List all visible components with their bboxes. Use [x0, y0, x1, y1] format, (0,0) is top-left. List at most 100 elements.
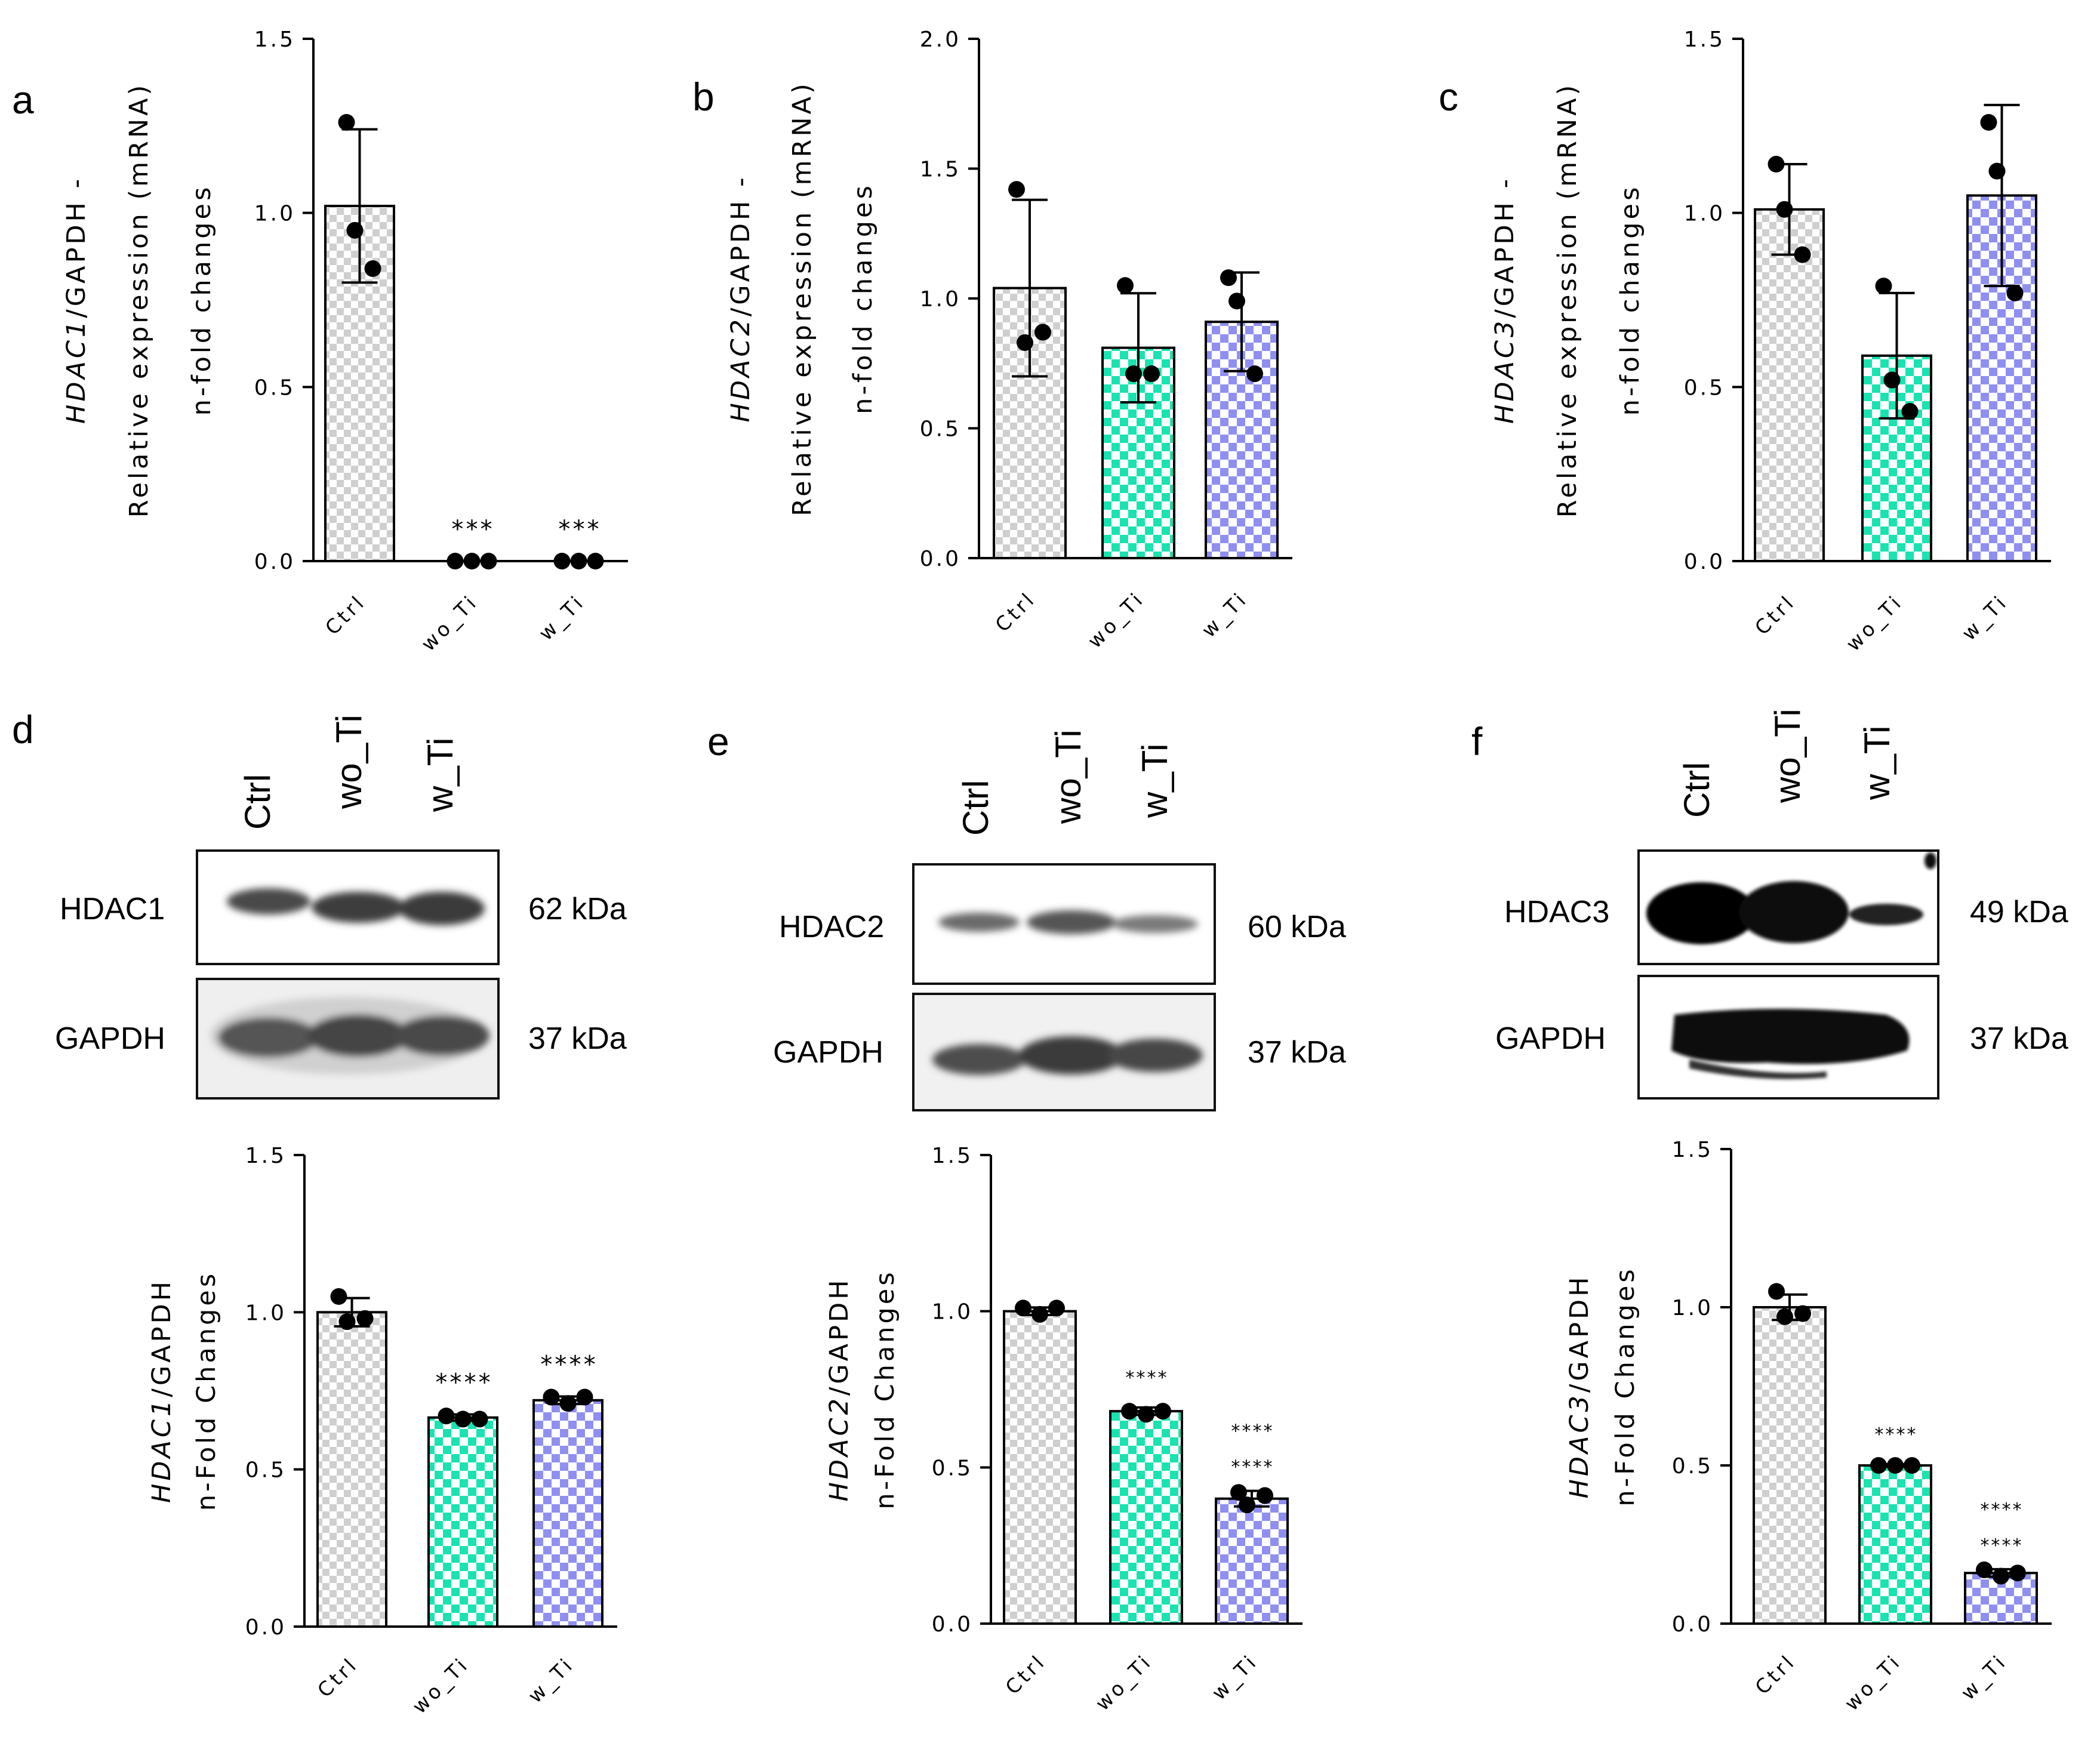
x-tick-label: w_Ti [1957, 590, 2012, 645]
chart-b-hdac2-mrna: 0.0 0.5 1.0 1.5 2.0 HDAC2/GAPDH - Relative exp… [726, 27, 1292, 652]
panel-letter-c: c [1439, 75, 1458, 119]
y-axis-label-gene: HDAC2/GAPDH [824, 1277, 854, 1502]
panel-letter-e: e [707, 719, 729, 763]
bar-wo-ti [1858, 1464, 1932, 1625]
data-point [1887, 1457, 1904, 1474]
x-tick-label: Ctrl [313, 1652, 362, 1702]
chart-a-hdac1-mrna: 0.0 0.5 1.0 1.5 HDAC1/GAPDH - Relative expres… [61, 27, 628, 655]
data-point [2009, 1565, 2026, 1582]
x-tick-label: w_Ti [524, 1652, 578, 1707]
blot-f-loading-bands [1671, 1009, 1910, 1079]
blot-f-target-name: HDAC3 [1504, 895, 1609, 929]
y-axis-label-line2: n-Fold Changes [1611, 1266, 1640, 1506]
y-tick-label: 1.5 [1672, 1138, 1713, 1162]
bar-ctrl [1754, 208, 1825, 563]
data-point [570, 553, 587, 569]
blot-f-target-bands [1646, 852, 1936, 944]
data-point [1776, 1308, 1793, 1325]
blot-e-loading-name: GAPDH [773, 1035, 883, 1070]
significance-label: **** [1230, 1421, 1273, 1442]
panel-letter-b: b [692, 75, 715, 119]
y-tick-label: 1.5 [920, 158, 961, 182]
significance-label-red: **** [1230, 1457, 1273, 1478]
data-point [1034, 324, 1051, 341]
blot-f-loading-kda: 37 kDa [1970, 1021, 2068, 1056]
blot-e-target-kda: 60 kDa [1248, 910, 1346, 944]
x-tick-label: wo_Ti [1083, 587, 1148, 652]
data-point [1015, 1299, 1031, 1317]
data-point [1117, 277, 1134, 294]
data-point [1794, 246, 1811, 263]
data-point [587, 553, 604, 569]
data-point [1976, 1561, 1993, 1578]
data-point [1870, 1457, 1887, 1474]
y-tick-label: 1.0 [1684, 202, 1725, 226]
data-point [364, 260, 381, 277]
bar-ctrl [1753, 1306, 1827, 1625]
x-tick-label: Ctrl [1750, 1649, 1800, 1699]
data-point [1768, 1283, 1785, 1300]
significance-label: **** [434, 1369, 491, 1397]
data-point [553, 553, 571, 569]
blot-d-target-name: HDAC1 [60, 892, 165, 926]
y-tick-label: 0.5 [920, 417, 961, 442]
data-point [1239, 1496, 1255, 1514]
y-axis-label-line2: Relative expression (mRNA) [124, 82, 154, 518]
blot-d-lane-ctrl: Ctrl [238, 774, 278, 830]
data-point [1048, 1299, 1065, 1317]
bar-ctrl [1003, 1310, 1077, 1625]
blot-e-target-name: HDAC2 [779, 910, 884, 944]
blot-e-lane-ctrl: Ctrl [956, 780, 996, 836]
blot-e-lane-wo-ti: wo_Ti [1048, 729, 1088, 824]
data-point [559, 1395, 577, 1412]
bar-ctrl [316, 1311, 387, 1628]
data-point [1246, 365, 1263, 383]
y-tick-label: 0.0 [1672, 1612, 1713, 1637]
y-tick-label: 0.5 [1684, 375, 1725, 400]
data-point [1228, 292, 1245, 310]
x-tick-label: Ctrl [1000, 1649, 1050, 1699]
y-tick-label: 0.5 [245, 1458, 287, 1483]
y-tick-label: 0.5 [932, 1456, 973, 1480]
blot-d-target-kda: 62 kDa [528, 892, 627, 926]
bar-wo-ti [427, 1416, 498, 1628]
data-point [543, 1388, 560, 1406]
y-tick-label: 0.5 [1672, 1454, 1713, 1479]
blot-e-loading-bands [932, 1036, 1203, 1075]
data-point [1988, 162, 2006, 180]
data-point [1220, 269, 1237, 287]
x-tick-label: wo_Ti [408, 1652, 473, 1718]
y-tick-label: 1.5 [254, 27, 295, 52]
blot-f-lane-w-ti: w_Ti [1857, 726, 1897, 800]
blot-d-loading-kda: 37 kDa [528, 1021, 627, 1056]
bar-w-ti [1215, 1497, 1289, 1625]
y-tick-label: 2.0 [920, 27, 961, 52]
y-axis-label-gene: HDAC1/GAPDH [147, 1279, 177, 1503]
data-point [1008, 181, 1025, 198]
data-point [1154, 1403, 1171, 1420]
chart-c-hdac3-mrna: 0.0 0.5 1.0 1.5 HDAC3/GAPDH - Relative expres… [1490, 27, 2051, 655]
significance-label: **** [1979, 1499, 2022, 1520]
data-point [330, 1288, 347, 1305]
y-tick-label: 0.0 [920, 547, 961, 571]
blot-d: Ctrl wo_Ti w_Ti HDAC1 62 kDa GAPDH 37 kD… [55, 715, 627, 1100]
x-tick-label: wo_Ti [1842, 590, 1907, 655]
y-axis-label-gene: HDAC1/GAPDH - [61, 176, 91, 424]
blot-f: Ctrl wo_Ti w_Ti HDAC3 49 kDa GAPDH 37 kD… [1495, 709, 2068, 1100]
data-point [1883, 371, 1901, 389]
significance-label: **** [1125, 1368, 1168, 1388]
y-tick-label: 0.0 [1684, 550, 1725, 574]
panel-letter-f: f [1471, 719, 1483, 763]
x-tick-label: wo_Ti [1840, 1649, 1905, 1715]
data-point [1143, 365, 1160, 383]
chart-e-hdac2-protein: 0.0 0.5 1.0 1.5 HDAC2/GAPDH n-Fold Changes Ctr… [824, 1144, 1303, 1715]
data-point [1138, 1406, 1154, 1423]
data-point [1017, 334, 1033, 351]
data-point [1980, 114, 1997, 131]
y-tick-label: 1.0 [932, 1300, 973, 1325]
data-point [356, 1310, 374, 1327]
data-point [576, 1388, 593, 1406]
x-tick-label: w_Ti [1956, 1649, 2011, 1704]
y-tick-label: 0.0 [254, 550, 295, 574]
